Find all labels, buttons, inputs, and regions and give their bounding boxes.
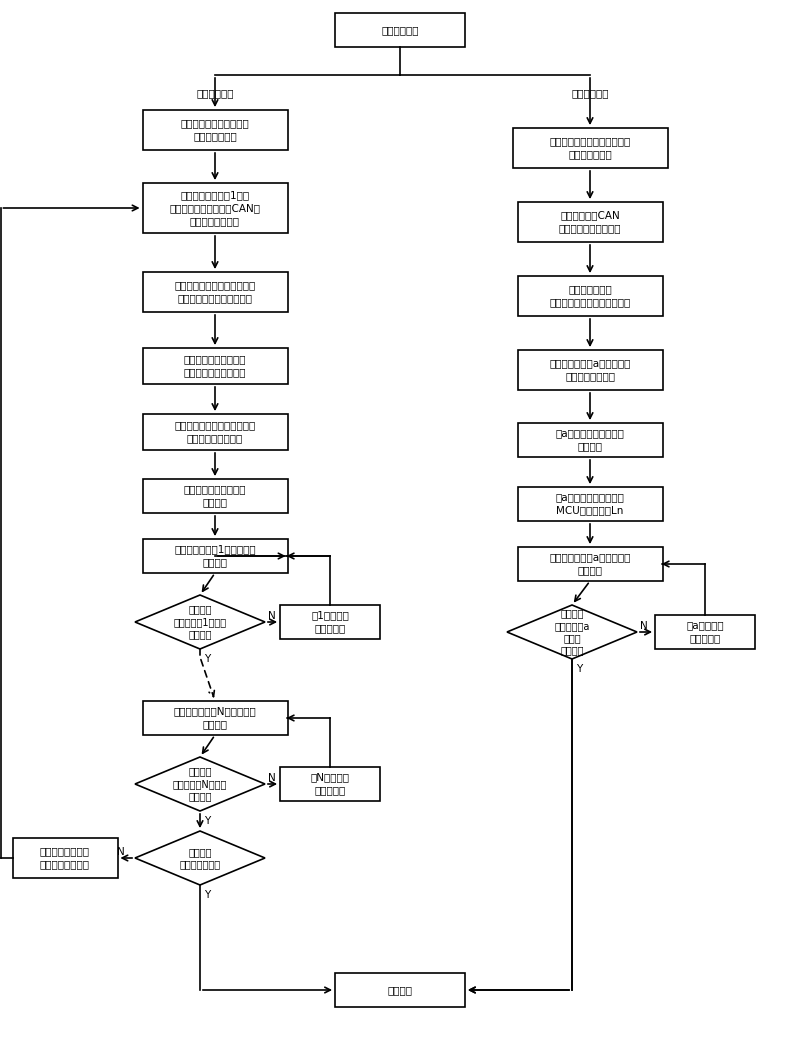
FancyBboxPatch shape xyxy=(142,110,287,150)
Text: 动态检测模式: 动态检测模式 xyxy=(196,88,234,98)
Text: 第N个测试单
元发送数据: 第N个测试单 元发送数据 xyxy=(310,772,350,795)
Text: 静态检测模式: 静态检测模式 xyxy=(571,88,609,98)
Text: 主控制器发送第a个测试单元
传输呼叫: 主控制器发送第a个测试单元 传输呼叫 xyxy=(550,553,630,576)
FancyBboxPatch shape xyxy=(518,547,662,581)
FancyBboxPatch shape xyxy=(142,701,287,735)
Text: 主控制器
是否收到第N个测试
单元数据: 主控制器 是否收到第N个测试 单元数据 xyxy=(173,766,227,802)
FancyBboxPatch shape xyxy=(142,539,287,573)
FancyBboxPatch shape xyxy=(518,276,662,316)
Text: 第a个测试单
元发送数据: 第a个测试单 元发送数据 xyxy=(686,620,724,643)
Text: Y: Y xyxy=(576,664,582,674)
Text: 主控制器通过CAN
网络广播发送设定数据: 主控制器通过CAN 网络广播发送设定数据 xyxy=(558,210,622,233)
Text: 主控制器发送指令控制程控交
流源输出频率和电流的大小: 主控制器发送指令控制程控交 流源输出频率和电流的大小 xyxy=(174,280,256,304)
Text: 主控制器
是否收到第1个测试
单元数据: 主控制器 是否收到第1个测试 单元数据 xyxy=(174,605,226,639)
Text: 交流阻抗测试单元1检测
燃料电池电流，并通过CAN网
络发送给主控制器: 交流阻抗测试单元1检测 燃料电池电流，并通过CAN网 络发送给主控制器 xyxy=(170,189,261,226)
Text: Y: Y xyxy=(204,654,210,664)
Polygon shape xyxy=(507,605,637,659)
FancyBboxPatch shape xyxy=(518,423,662,457)
Text: Y: Y xyxy=(204,890,210,900)
Text: N: N xyxy=(117,847,125,857)
FancyBboxPatch shape xyxy=(335,12,465,47)
FancyBboxPatch shape xyxy=(655,615,755,649)
FancyBboxPatch shape xyxy=(280,767,380,801)
FancyBboxPatch shape xyxy=(518,202,662,242)
Text: 程控交流源输出（初始
测试频率为起始频率）: 程控交流源输出（初始 测试频率为起始频率） xyxy=(184,354,246,378)
FancyBboxPatch shape xyxy=(513,128,667,168)
Text: 设定测试频率、测试通道、程
控交流源电流值: 设定测试频率、测试通道、程 控交流源电流值 xyxy=(550,136,630,159)
Text: 工作模式选择: 工作模式选择 xyxy=(382,25,418,35)
Text: N: N xyxy=(268,611,276,621)
Text: 第a个交流阻抗测试单元
启动测试: 第a个交流阻抗测试单元 启动测试 xyxy=(555,429,625,452)
FancyBboxPatch shape xyxy=(280,605,380,639)
Text: N: N xyxy=(640,621,648,631)
Text: 测试频率
是否为截止频率: 测试频率 是否为截止频率 xyxy=(179,846,221,869)
FancyBboxPatch shape xyxy=(13,838,118,878)
Text: 主控制器发送第a个交流阻抗
测试单元指令启动: 主控制器发送第a个交流阻抗 测试单元指令启动 xyxy=(550,358,630,382)
Polygon shape xyxy=(135,831,265,885)
Polygon shape xyxy=(135,595,265,649)
Text: 第a个交流阻抗测试单元
MCU选通继电器Ln: 第a个交流阻抗测试单元 MCU选通继电器Ln xyxy=(555,492,625,515)
Text: 测试结束: 测试结束 xyxy=(387,985,413,995)
Text: 主控制器发送第N个测试单元
传输呼叫: 主控制器发送第N个测试单元 传输呼叫 xyxy=(174,707,256,730)
Polygon shape xyxy=(135,757,265,811)
FancyBboxPatch shape xyxy=(518,487,662,520)
Text: 所有交流阻抗测试单元
启动测试: 所有交流阻抗测试单元 启动测试 xyxy=(184,484,246,508)
Text: N: N xyxy=(268,773,276,783)
Text: 第1个测试单
元发送数据: 第1个测试单 元发送数据 xyxy=(311,610,349,634)
FancyBboxPatch shape xyxy=(142,479,287,513)
FancyBboxPatch shape xyxy=(518,350,662,390)
Text: 主控制器发送所有交流阻抗测
试单元启动测试指令: 主控制器发送所有交流阻抗测 试单元启动测试指令 xyxy=(174,421,256,443)
Text: 设定测试起始频率、截止
频率、步进频率: 设定测试起始频率、截止 频率、步进频率 xyxy=(181,119,250,142)
Text: 测试频率增加，增
加大小为步进频率: 测试频率增加，增 加大小为步进频率 xyxy=(40,846,90,869)
Text: 主控制器
是否收到第a
个测试
单元数据: 主控制器 是否收到第a 个测试 单元数据 xyxy=(554,608,590,656)
FancyBboxPatch shape xyxy=(142,348,287,384)
FancyBboxPatch shape xyxy=(142,183,287,233)
FancyBboxPatch shape xyxy=(142,272,287,312)
Text: 程控交流源输出
（输出频率和电流为设定值）: 程控交流源输出 （输出频率和电流为设定值） xyxy=(550,284,630,307)
FancyBboxPatch shape xyxy=(335,973,465,1007)
Text: 主控制器发送第1个测试单元
传输呼叫: 主控制器发送第1个测试单元 传输呼叫 xyxy=(174,544,256,567)
FancyBboxPatch shape xyxy=(142,414,287,450)
Text: Y: Y xyxy=(204,816,210,826)
